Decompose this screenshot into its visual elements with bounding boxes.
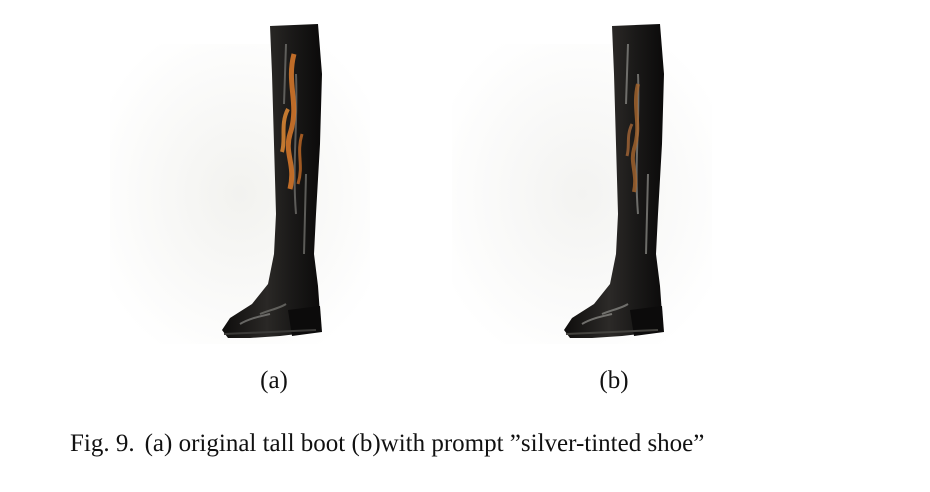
figure-caption: Fig. 9. (a) original tall boot (b)with pr… <box>70 429 704 459</box>
image-background <box>110 44 370 344</box>
subfigure-label-a: (a) <box>260 367 288 394</box>
flame-pattern <box>630 83 640 193</box>
subfigure-label-b: (b) <box>599 367 629 394</box>
panel-b-boot-image <box>452 14 712 350</box>
image-background <box>452 44 712 344</box>
boot-heel <box>630 306 664 336</box>
boot-heel <box>288 306 322 336</box>
figure-caption-text: (a) original tall boot (b)with prompt ”s… <box>144 430 705 457</box>
figure-number: Fig. 9. <box>70 430 135 457</box>
flame-pattern <box>285 53 297 190</box>
panel-a-boot-image <box>110 14 370 350</box>
boot-image-original <box>110 24 370 344</box>
boot-image-edited <box>452 24 712 344</box>
